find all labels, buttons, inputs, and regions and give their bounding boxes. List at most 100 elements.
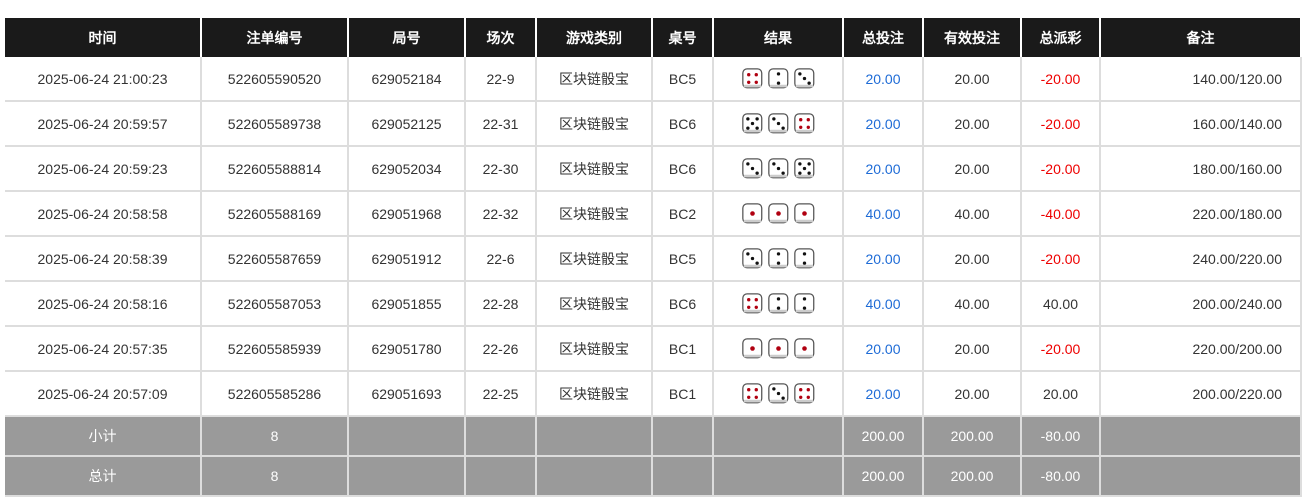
cell-remark: 220.00/180.00 bbox=[1100, 191, 1302, 237]
cell-remark: 140.00/120.00 bbox=[1100, 57, 1302, 102]
cell-total-payout: -20.00 bbox=[1021, 146, 1101, 192]
cell-table-no: BC1 bbox=[652, 371, 714, 417]
footer-valid-bet: 200.00 bbox=[923, 456, 1022, 497]
cell-result bbox=[713, 146, 844, 192]
empty-cell bbox=[713, 456, 844, 497]
empty-cell bbox=[713, 416, 844, 457]
dice-4-icon bbox=[741, 293, 762, 314]
cell-game-type: 区块链骰宝 bbox=[536, 326, 653, 372]
footer-valid-bet: 200.00 bbox=[923, 416, 1022, 457]
cell-game-type: 区块链骰宝 bbox=[536, 57, 653, 102]
bet-records-table: 时间 注单编号 局号 场次 游戏类别 桌号 结果 总投注 有效投注 总派彩 备注 2025-06-2… bbox=[5, 18, 1302, 497]
cell-game-type: 区块链骰宝 bbox=[536, 101, 653, 147]
cell-result bbox=[713, 236, 844, 282]
dice-3-icon bbox=[767, 113, 788, 134]
cell-round-no: 629052184 bbox=[348, 57, 466, 102]
dice-4-icon bbox=[793, 113, 814, 134]
cell-remark: 240.00/220.00 bbox=[1100, 236, 1302, 282]
empty-cell bbox=[465, 416, 537, 457]
cell-order-no: 522605587659 bbox=[201, 236, 349, 282]
dice-1-icon bbox=[767, 338, 788, 359]
dice-4-icon bbox=[793, 383, 814, 404]
cell-valid-bet: 20.00 bbox=[923, 57, 1022, 102]
dice-3-icon bbox=[767, 383, 788, 404]
cell-valid-bet: 20.00 bbox=[923, 326, 1022, 372]
table-row: 2025-06-24 20:58:39 522605587659 629051912… bbox=[5, 236, 1302, 282]
dice-3-icon bbox=[767, 158, 788, 179]
cell-valid-bet: 40.00 bbox=[923, 191, 1022, 237]
cell-total-payout: -20.00 bbox=[1021, 101, 1101, 147]
cell-remark: 200.00/240.00 bbox=[1100, 281, 1302, 327]
dice-1-icon bbox=[793, 203, 814, 224]
dice-3-icon bbox=[793, 68, 814, 89]
cell-total-bet: 20.00 bbox=[843, 57, 924, 102]
cell-game-type: 区块链骰宝 bbox=[536, 146, 653, 192]
cell-total-bet: 20.00 bbox=[843, 371, 924, 417]
cell-session: 22-26 bbox=[465, 326, 537, 372]
cell-table-no: BC6 bbox=[652, 101, 714, 147]
cell-valid-bet: 20.00 bbox=[923, 146, 1022, 192]
dice-2-icon bbox=[767, 248, 788, 269]
cell-time: 2025-06-24 20:58:58 bbox=[5, 191, 202, 237]
cell-remark: 200.00/220.00 bbox=[1100, 371, 1302, 417]
empty-cell bbox=[652, 456, 714, 497]
cell-valid-bet: 20.00 bbox=[923, 236, 1022, 282]
cell-table-no: BC2 bbox=[652, 191, 714, 237]
cell-total-bet: 20.00 bbox=[843, 146, 924, 192]
cell-order-no: 522605585939 bbox=[201, 326, 349, 372]
cell-total-bet: 20.00 bbox=[843, 101, 924, 147]
cell-table-no: BC5 bbox=[652, 57, 714, 102]
header-remark: 备注 bbox=[1100, 18, 1302, 57]
header-total-bet: 总投注 bbox=[843, 18, 924, 57]
cell-total-payout: -20.00 bbox=[1021, 326, 1101, 372]
table-row: 2025-06-24 20:59:57 522605589738 629052125… bbox=[5, 101, 1302, 147]
header-table-no: 桌号 bbox=[652, 18, 714, 57]
cell-table-no: BC6 bbox=[652, 146, 714, 192]
header-game-type: 游戏类别 bbox=[536, 18, 653, 57]
table-row: 2025-06-24 20:59:23 522605588814 629052034… bbox=[5, 146, 1302, 192]
header-order-no: 注单编号 bbox=[201, 18, 349, 57]
dice-2-icon bbox=[767, 68, 788, 89]
cell-session: 22-6 bbox=[465, 236, 537, 282]
table-row: 2025-06-24 20:58:58 522605588169 629051968… bbox=[5, 191, 1302, 237]
cell-result bbox=[713, 191, 844, 237]
cell-total-bet: 20.00 bbox=[843, 326, 924, 372]
cell-session: 22-25 bbox=[465, 371, 537, 417]
total-row: 总计 8 200.00 200.00 -80.00 bbox=[5, 456, 1302, 497]
cell-total-payout: 20.00 bbox=[1021, 371, 1101, 417]
empty-cell bbox=[652, 416, 714, 457]
dice-3-icon bbox=[741, 248, 762, 269]
cell-time: 2025-06-24 20:59:23 bbox=[5, 146, 202, 192]
cell-remark: 180.00/160.00 bbox=[1100, 146, 1302, 192]
cell-session: 22-28 bbox=[465, 281, 537, 327]
dice-2-icon bbox=[767, 293, 788, 314]
cell-game-type: 区块链骰宝 bbox=[536, 191, 653, 237]
cell-round-no: 629051968 bbox=[348, 191, 466, 237]
cell-time: 2025-06-24 20:59:57 bbox=[5, 101, 202, 147]
header-round-no: 局号 bbox=[348, 18, 466, 57]
cell-session: 22-9 bbox=[465, 57, 537, 102]
cell-game-type: 区块链骰宝 bbox=[536, 371, 653, 417]
cell-order-no: 522605585286 bbox=[201, 371, 349, 417]
cell-time: 2025-06-24 20:57:09 bbox=[5, 371, 202, 417]
cell-valid-bet: 20.00 bbox=[923, 371, 1022, 417]
cell-remark: 160.00/140.00 bbox=[1100, 101, 1302, 147]
dice-5-icon bbox=[741, 113, 762, 134]
empty-cell bbox=[465, 456, 537, 497]
cell-result bbox=[713, 281, 844, 327]
dice-1-icon bbox=[741, 203, 762, 224]
cell-session: 22-30 bbox=[465, 146, 537, 192]
empty-cell bbox=[536, 416, 653, 457]
dice-1-icon bbox=[767, 203, 788, 224]
dice-2-icon bbox=[793, 248, 814, 269]
cell-session: 22-31 bbox=[465, 101, 537, 147]
empty-cell bbox=[536, 456, 653, 497]
footer-total-payout: -80.00 bbox=[1021, 416, 1101, 457]
cell-result bbox=[713, 57, 844, 102]
cell-round-no: 629052034 bbox=[348, 146, 466, 192]
cell-total-bet: 40.00 bbox=[843, 191, 924, 237]
cell-round-no: 629051780 bbox=[348, 326, 466, 372]
footer-total-bet: 200.00 bbox=[843, 456, 924, 497]
empty-cell bbox=[1100, 456, 1302, 497]
cell-valid-bet: 40.00 bbox=[923, 281, 1022, 327]
